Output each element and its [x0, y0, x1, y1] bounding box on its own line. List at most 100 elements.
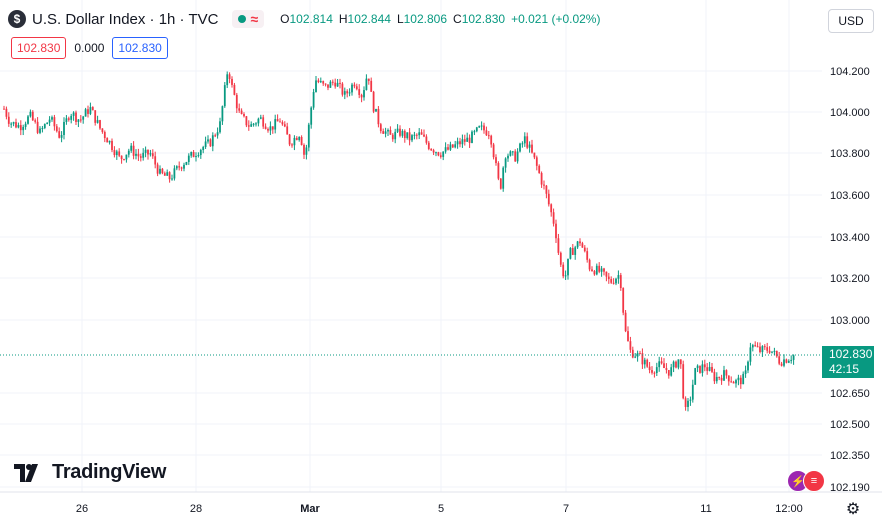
candle-body [135, 153, 137, 156]
candle-body [305, 147, 308, 155]
candle-body [485, 130, 488, 136]
candle-body [317, 80, 320, 83]
candle-body [391, 134, 394, 140]
open-value: 102.814 [289, 12, 333, 26]
candle-body [569, 248, 572, 259]
y-tick-label: 102.500 [830, 419, 870, 431]
candle-body [430, 148, 433, 151]
candle-body [327, 84, 329, 88]
candle-body [531, 144, 533, 153]
candle-body [403, 130, 406, 139]
currency-button[interactable]: USD [828, 9, 874, 33]
candle-body [82, 116, 85, 120]
x-axis[interactable]: 26 28 Mar 5 7 11 12:00 [76, 503, 803, 515]
candle-body [588, 259, 591, 270]
candle-body [792, 355, 795, 360]
buy-price-button[interactable]: 102.830 [112, 37, 168, 59]
low-value: 102.806 [403, 12, 448, 26]
candle-body [303, 144, 305, 155]
candle-body [29, 111, 32, 117]
x-tick-label: 5 [438, 503, 444, 515]
event-badges[interactable]: ⚡ ≡ [787, 470, 825, 492]
candle-body [567, 258, 569, 276]
candle-body [511, 151, 514, 153]
tradingview-logo[interactable]: TradingView [14, 461, 166, 484]
candle-body [197, 155, 200, 157]
settings-gear-icon[interactable]: ⚙ [845, 501, 861, 518]
candle-body [586, 251, 589, 260]
candle-body [739, 377, 742, 385]
candle-body [761, 346, 764, 353]
candle-body [223, 85, 226, 107]
candle-body [24, 123, 27, 127]
market-status-pill[interactable]: ≈ [232, 10, 265, 28]
candle-body [703, 364, 706, 368]
candle-body [543, 184, 545, 186]
low-label: L [396, 12, 404, 26]
candle-body [437, 152, 440, 156]
candle-body [619, 275, 622, 289]
candle-body [579, 241, 581, 244]
candle-body [432, 150, 435, 153]
candle-body [279, 121, 281, 123]
tradingview-mark-icon [14, 463, 38, 482]
candle-body [291, 144, 293, 146]
candle-body [706, 367, 709, 371]
us-flag-icon[interactable]: ≡ [803, 470, 825, 492]
candle-body [413, 134, 416, 136]
candle-body [785, 359, 788, 363]
candle-body [521, 143, 524, 145]
candle-body [787, 360, 790, 363]
close-label: C [453, 12, 462, 26]
candle-body [63, 121, 65, 136]
candle-body [483, 125, 485, 131]
symbol-title[interactable]: U.S. Dollar Index · 1h · TVC [32, 10, 219, 28]
candle-body [221, 106, 224, 122]
high-value: 102.844 [347, 12, 391, 26]
candle-body [564, 275, 567, 277]
candle-body [75, 112, 77, 122]
candle-body [502, 167, 505, 189]
candle-body [696, 365, 699, 369]
tradingview-wordmark: TradingView [52, 461, 167, 483]
candle-body [475, 127, 478, 132]
candle-body [199, 149, 202, 156]
candle-body [600, 268, 603, 272]
candle-body [655, 367, 658, 374]
candle-body [684, 398, 687, 407]
candle-body [10, 123, 13, 125]
candle-body [663, 363, 665, 368]
candle-body [629, 341, 632, 350]
candle-body [468, 137, 471, 143]
candle-body [41, 128, 44, 130]
candle-body [727, 375, 730, 382]
candle-body [444, 147, 447, 152]
candle-body [535, 157, 538, 166]
sell-price-button[interactable]: 102.830 [11, 37, 67, 59]
y-tick-label: 103.600 [830, 190, 870, 202]
y-tick-label: 102.650 [830, 388, 870, 400]
candle-body [283, 124, 286, 127]
candle-body [766, 347, 769, 351]
y-axis[interactable]: 104.200 104.000 103.800 103.600 103.400 103.2… [830, 66, 870, 494]
candle-body [519, 143, 521, 152]
candle-body [605, 271, 608, 277]
candle-body [51, 117, 53, 120]
candle-body [771, 351, 773, 353]
candle-body [461, 139, 464, 145]
candle-body [70, 115, 73, 120]
candle-body [631, 349, 634, 358]
candle-body [60, 135, 63, 138]
candle-body [137, 153, 140, 157]
candle-body [231, 78, 233, 85]
candle-body [420, 132, 423, 135]
candle-body [348, 92, 351, 94]
market-open-dot-icon [238, 15, 247, 23]
candle-body [175, 166, 178, 169]
candle-body [550, 204, 553, 213]
candle-body [89, 107, 92, 114]
candle-body [735, 380, 737, 384]
gridlines [0, 0, 882, 493]
